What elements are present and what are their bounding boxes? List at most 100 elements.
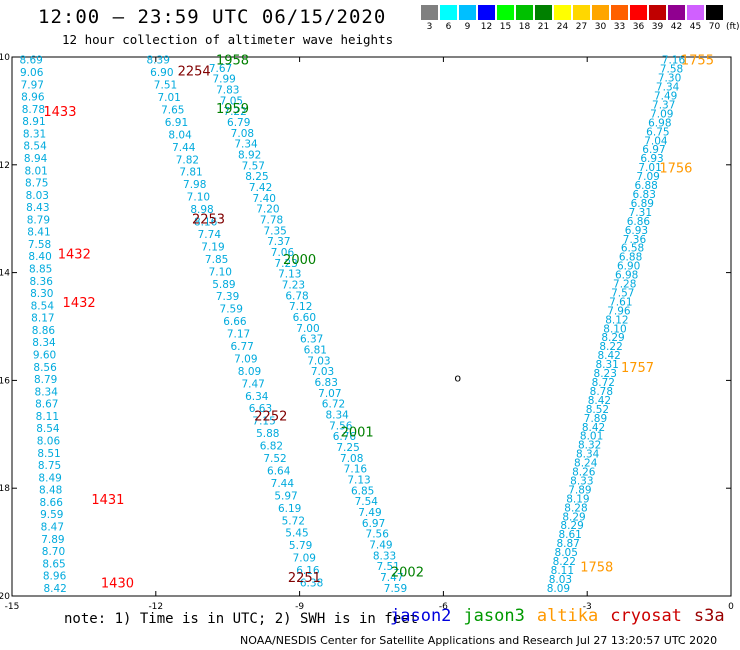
pass-time-label: 1757 [621, 361, 654, 376]
wave-height-value: 8.09 [238, 366, 261, 378]
page-title: 12:00 – 23:59 UTC 06/15/2020 [38, 6, 387, 28]
wave-height-value: 7.09 [636, 171, 659, 183]
wave-height-value: 8.42 [43, 583, 66, 595]
wave-height-value: 8.79 [34, 374, 57, 386]
wave-height-value: 5.79 [289, 540, 312, 552]
scale-label: 36 [632, 22, 645, 32]
wave-height-value: 6.72 [322, 399, 345, 411]
wave-height-value: 8.49 [38, 472, 61, 484]
wave-height-value: 8.34 [325, 410, 349, 422]
scale-label: 45 [689, 22, 702, 32]
page-subtitle: 12 hour collection of altimeter wave hei… [62, 32, 394, 47]
wave-height-value: 8.94 [24, 153, 48, 165]
scale-swatch [421, 5, 438, 20]
wave-height-value: 5.89 [212, 279, 235, 291]
pass-time-label: 2002 [391, 566, 424, 581]
wave-height-value: 8.23 [594, 368, 617, 380]
scale-label: 15 [499, 22, 512, 32]
wave-height-value: 7.89 [41, 534, 64, 546]
wave-height-value: 7.23 [282, 280, 305, 292]
satellite-tracks: 8.699.067.978.968.788.918.318.548.948.01… [19, 55, 685, 595]
y-tick-label: -10 [0, 53, 10, 63]
wave-height-value: 6.91 [165, 117, 188, 129]
wave-height-value: 8.01 [580, 431, 603, 443]
wave-height-value: 7.04 [644, 135, 668, 147]
wave-height-value: 7.97 [21, 79, 44, 91]
wave-height-value: 8.09 [547, 583, 570, 595]
wave-height-value: 8.72 [592, 377, 615, 389]
wave-height-value: 8.75 [38, 460, 61, 472]
wave-height-value: 7.40 [253, 193, 276, 205]
wave-height-value: 8.39 [147, 55, 170, 67]
pass-time-label: 1430 [101, 577, 134, 592]
island-marker: o [454, 372, 461, 385]
x-tick-label: -9 [295, 602, 304, 612]
wave-height-value: 6.66 [223, 316, 247, 328]
wave-height-value: 8.34 [32, 337, 56, 349]
x-tick-label: -15 [5, 602, 20, 612]
wave-height-value: 7.49 [654, 91, 677, 103]
pass-time-label: 1432 [63, 296, 96, 311]
wave-height-value: 8.92 [238, 149, 261, 161]
wave-height-value: 7.37 [267, 236, 290, 248]
wave-height-value: 8.54 [31, 300, 55, 312]
scale-label: 30 [594, 22, 607, 32]
wave-height-value: 6.98 [615, 270, 638, 282]
pass-time-label: 2251 [288, 571, 321, 586]
wave-height-value: 7.35 [263, 225, 286, 237]
wave-height-value: 7.67 [209, 63, 232, 75]
wave-height-value: 6.79 [227, 117, 250, 129]
pass-time-label: 2000 [283, 253, 316, 268]
wave-height-value: 8.96 [21, 92, 45, 104]
wave-height-value: 8.79 [27, 214, 50, 226]
wave-height-value: 7.44 [271, 478, 295, 490]
wave-height-value: 7.34 [234, 139, 258, 151]
wave-height-value: 7.20 [256, 204, 279, 216]
wave-height-value: 7.99 [212, 74, 235, 86]
wave-height-value: 6.88 [634, 180, 657, 192]
wave-height-value: 9.06 [20, 67, 44, 79]
wave-height-value: 8.91 [22, 116, 45, 128]
wave-height-value: 7.13 [347, 475, 370, 487]
wave-height-value: 8.78 [590, 386, 613, 398]
wave-height-value: 6.93 [640, 153, 663, 165]
wave-height-value: 7.00 [296, 323, 319, 335]
pass-time-label: 1432 [58, 248, 91, 263]
mission-altika: altika [536, 606, 599, 626]
wave-height-value: 8.69 [19, 55, 42, 67]
wave-height-value: 7.89 [584, 413, 607, 425]
wave-height-value: 9.59 [40, 509, 63, 521]
wave-height-value: 7.36 [623, 234, 647, 246]
wave-height-value: 6.97 [362, 518, 385, 530]
wave-height-value: 7.56 [366, 529, 390, 541]
wave-height-value: 7.06 [271, 247, 295, 259]
wave-height-value: 8.24 [574, 458, 598, 470]
wave-height-value: 7.09 [293, 553, 316, 565]
scale-swatch [573, 5, 590, 20]
wave-height-value: 8.67 [35, 399, 58, 411]
wave-height-value: 7.78 [260, 214, 283, 226]
wave-height-value: 7.17 [227, 329, 250, 341]
wave-height-value: 6.88 [619, 252, 642, 264]
pass-time-label: 1959 [216, 102, 249, 117]
pass-time-label: 1433 [43, 105, 76, 120]
scale-label: 12 [480, 22, 493, 32]
wave-height-value: 7.13 [278, 269, 301, 281]
wave-height-value: 7.08 [231, 128, 254, 140]
scale-swatch [516, 5, 533, 20]
mission-cryosat: cryosat [610, 606, 682, 626]
scale-swatch [554, 5, 571, 20]
track-altika: 7.167.587.307.347.497.377.096.986.757.04… [547, 55, 686, 595]
wave-height-value: 6.16 [296, 565, 320, 577]
y-tick-label: -18 [0, 484, 10, 494]
wave-height-value: 9.60 [33, 350, 56, 362]
wave-height-value: 8.61 [558, 529, 581, 541]
wave-height-value: 5.88 [256, 428, 279, 440]
scale-label: 33 [613, 22, 626, 32]
wave-height-value: 6.86 [627, 216, 651, 228]
wave-height-value: 8.75 [25, 178, 48, 190]
wave-height-value: 8.22 [553, 556, 576, 568]
wave-height-value: 8.05 [555, 547, 578, 559]
map-axes: -15 -12 -9 -6 -3 0 -10 -12 -14 -16 -18 -20 o [0, 53, 734, 612]
